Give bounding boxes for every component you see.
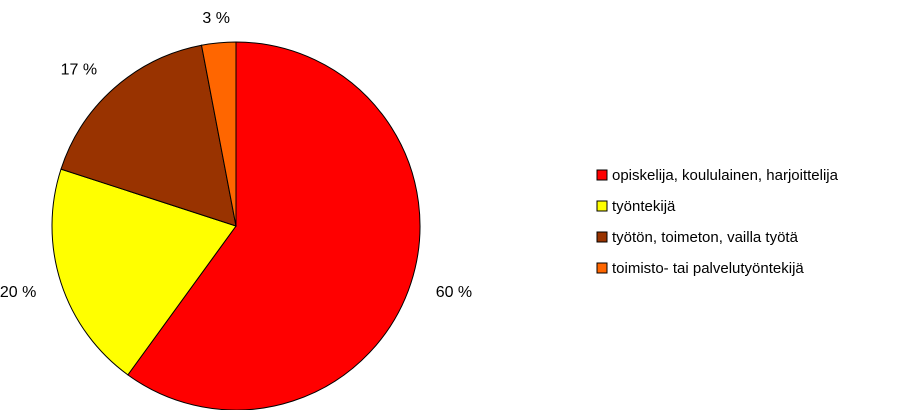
pie-label-tyontekija: 20 % (0, 284, 36, 301)
legend: opiskelija, koululainen, harjoittelija ty… (596, 167, 839, 277)
pie-label-opiskelija-koululainen-harjoittelija: 60 % (436, 284, 472, 301)
legend-swatch-opiskelija-koululainen-harjoittelija (596, 169, 608, 181)
pie-slice-tyontekija (51, 168, 237, 376)
pie-slice-opiskelija-koululainen-harjoittelija (127, 41, 421, 410)
legend-swatch-toimisto-tai-palvelutyontekija (596, 262, 608, 274)
legend-label-tyoton-toimeton-vailla-tyota: työtön, toimeton, vailla työtä (612, 229, 799, 246)
pie-slices (51, 41, 421, 410)
legend-swatch-tyontekija (596, 200, 608, 212)
legend-label-toimisto-tai-palvelutyontekija: toimisto- tai palvelutyöntekijä (612, 260, 804, 277)
pie-slice-tyoton-toimeton-vailla-tyota (60, 44, 237, 227)
pie-label-tyoton-toimeton-vailla-tyota: 17 % (61, 62, 97, 79)
legend-label-tyontekija: työntekijä (612, 198, 676, 215)
legend-label-opiskelija-koululainen-harjoittelija: opiskelija, koululainen, harjoittelija (612, 167, 839, 184)
legend-swatch-tyoton-toimeton-vailla-tyota (596, 231, 608, 243)
pie-label-toimisto-tai-palvelutyontekija: 3 % (202, 10, 230, 27)
pie-labels: 60 % 20 % 17 % 3 % (0, 10, 472, 301)
pie-slice-toimisto-tai-palvelutyontekija (200, 41, 237, 227)
